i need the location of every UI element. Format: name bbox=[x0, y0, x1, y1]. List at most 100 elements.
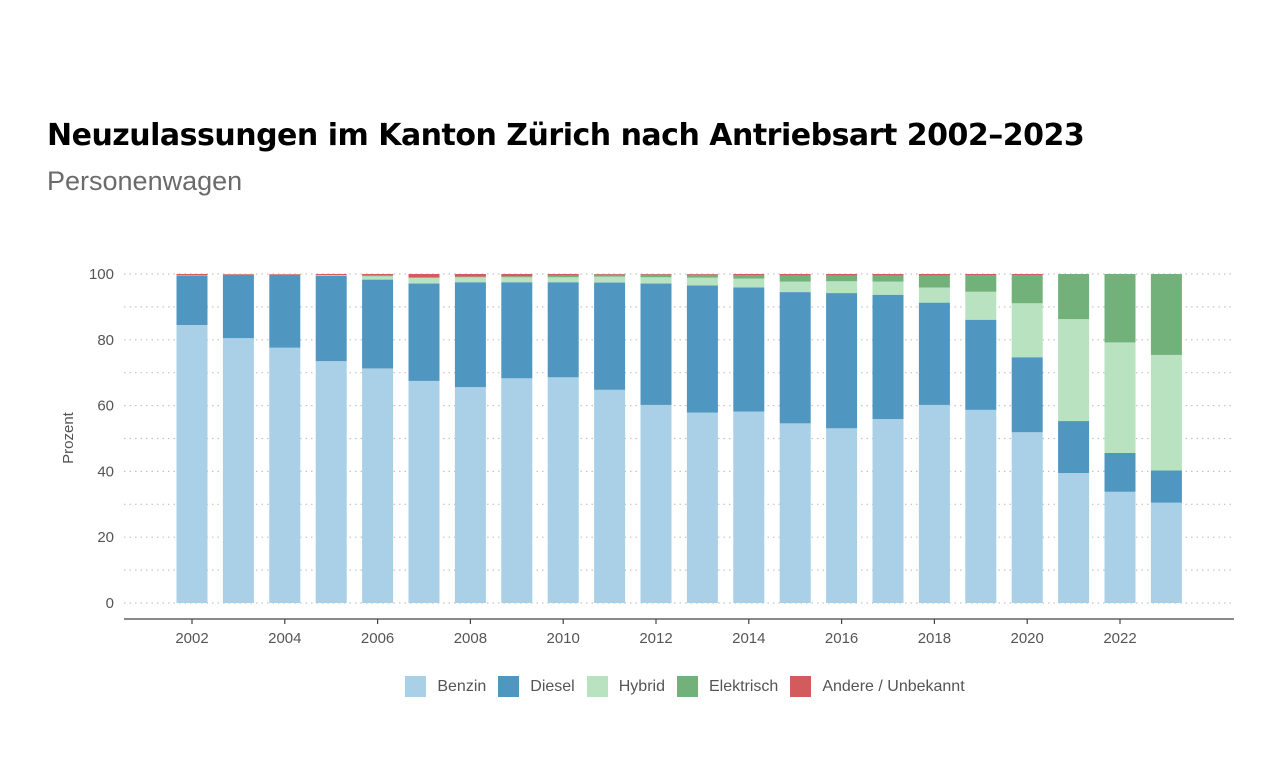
bar-segment-diesel-2007 bbox=[408, 283, 440, 381]
bar-segment-diesel-2014 bbox=[733, 287, 765, 412]
bar-segment-benzin-2022 bbox=[1104, 491, 1136, 603]
bar-segment-andere-unbekannt-2012 bbox=[640, 274, 672, 275]
gridlines bbox=[124, 273, 1234, 604]
bar-segment-benzin-2013 bbox=[686, 412, 718, 603]
bar-segment-diesel-2005 bbox=[315, 275, 347, 362]
bar-segment-benzin-2015 bbox=[779, 423, 811, 603]
bar-segment-elektrisch-2021 bbox=[1058, 274, 1090, 320]
bar-segment-andere-unbekannt-2006 bbox=[362, 274, 394, 276]
bar-segment-benzin-2002 bbox=[176, 324, 208, 603]
bar-segment-diesel-2008 bbox=[454, 282, 486, 388]
bar-segment-elektrisch-2017 bbox=[872, 275, 904, 282]
bar-segment-benzin-2008 bbox=[454, 387, 486, 603]
bar-segment-elektrisch-2012 bbox=[640, 274, 672, 278]
legend-item-diesel: Diesel bbox=[498, 676, 575, 697]
bar-segment-elektrisch-2011 bbox=[594, 274, 626, 277]
bar-segment-elektrisch-2022 bbox=[1104, 274, 1136, 343]
bar-segment-hybrid-2009 bbox=[501, 277, 533, 283]
bar-segment-andere-unbekannt-2002 bbox=[176, 274, 208, 276]
y-tick-label: 20 bbox=[97, 529, 114, 546]
bar-segment-diesel-2009 bbox=[501, 282, 533, 379]
bars bbox=[176, 274, 1182, 603]
bar-segment-andere-unbekannt-2014 bbox=[733, 274, 765, 275]
chart-subtitle: Personenwagen bbox=[47, 166, 243, 196]
bar-segment-elektrisch-2014 bbox=[733, 274, 765, 279]
legend-label: Benzin bbox=[437, 677, 487, 695]
bar-segment-benzin-2012 bbox=[640, 404, 672, 603]
x-tick-label: 2004 bbox=[268, 630, 301, 647]
legend: Benzin Diesel Hybrid Elektrisch Andere / Unb… bbox=[0, 676, 1280, 697]
bar-segment-diesel-2021 bbox=[1058, 421, 1090, 474]
y-tick-label: 100 bbox=[89, 266, 114, 283]
bar-segment-hybrid-2019 bbox=[965, 291, 997, 320]
x-tick-label: 2006 bbox=[361, 630, 394, 647]
y-tick-label: 0 bbox=[106, 595, 114, 612]
bar-segment-hybrid-2008 bbox=[454, 277, 486, 283]
bar-segment-andere-unbekannt-2005 bbox=[315, 274, 347, 275]
legend-item-elektrisch: Elektrisch bbox=[676, 676, 778, 697]
bar-segment-andere-unbekannt-2009 bbox=[501, 274, 533, 277]
bar-segment-benzin-2017 bbox=[872, 419, 904, 603]
bar-segment-diesel-2006 bbox=[362, 279, 394, 369]
bar-segment-benzin-2011 bbox=[594, 389, 626, 603]
bar-segment-elektrisch-2006 bbox=[362, 275, 394, 277]
bar-segment-diesel-2019 bbox=[965, 319, 997, 410]
bar-segment-andere-unbekannt-2010 bbox=[547, 274, 579, 276]
bar-segment-benzin-2023 bbox=[1150, 502, 1182, 603]
bar-segment-diesel-2016 bbox=[826, 293, 858, 429]
bar-segment-benzin-2007 bbox=[408, 380, 440, 603]
bar-segment-andere-unbekannt-2007 bbox=[408, 274, 440, 278]
x-tick-label: 2010 bbox=[547, 630, 580, 647]
bar-segment-diesel-2003 bbox=[222, 274, 254, 339]
bar-segment-andere-unbekannt-2017 bbox=[872, 274, 904, 276]
legend-label: Hybrid bbox=[618, 677, 665, 695]
bar-segment-benzin-2003 bbox=[222, 338, 254, 603]
bar-segment-diesel-2022 bbox=[1104, 452, 1136, 492]
axes: 0 20 40 60 80 100 2002 2004 2006 2008 2010 2012 2014… bbox=[60, 266, 1234, 647]
bar-segment-elektrisch-2019 bbox=[965, 274, 997, 292]
bar-segment-hybrid-2011 bbox=[594, 276, 626, 283]
bar-segment-elektrisch-2009 bbox=[501, 276, 533, 278]
bar-segment-andere-unbekannt-2013 bbox=[686, 274, 718, 275]
bar-segment-diesel-2013 bbox=[686, 285, 718, 413]
y-axis-title: Prozent bbox=[60, 411, 77, 464]
bar-segment-hybrid-2013 bbox=[686, 277, 718, 286]
bar-segment-benzin-2006 bbox=[362, 368, 394, 603]
bar-segment-hybrid-2007 bbox=[408, 277, 440, 284]
chart-title: Neuzulassungen im Kanton Zürich nach Ant… bbox=[47, 118, 1085, 153]
legend-swatch bbox=[405, 676, 427, 697]
bar-segment-benzin-2019 bbox=[965, 409, 997, 603]
y-tick-label: 80 bbox=[97, 332, 114, 349]
legend-swatch bbox=[586, 676, 608, 697]
bar-segment-benzin-2010 bbox=[547, 377, 579, 603]
y-tick-label: 40 bbox=[97, 463, 114, 480]
legend-label: Diesel bbox=[530, 677, 575, 695]
bar-segment-andere-unbekannt-2016 bbox=[826, 274, 858, 276]
legend-item-benzin: Benzin bbox=[405, 676, 486, 697]
bar-segment-andere-unbekannt-2003 bbox=[222, 274, 254, 275]
bar-segment-diesel-2010 bbox=[547, 282, 579, 378]
bar-segment-elektrisch-2020 bbox=[1011, 274, 1043, 304]
bar-segment-benzin-2020 bbox=[1011, 432, 1043, 603]
bar-segment-hybrid-2022 bbox=[1104, 342, 1136, 453]
bar-segment-benzin-2018 bbox=[918, 404, 950, 603]
x-tick-label: 2012 bbox=[639, 630, 672, 647]
bar-segment-hybrid-2012 bbox=[640, 277, 672, 284]
legend-item-hybrid: Hybrid bbox=[586, 676, 665, 697]
bar-segment-hybrid-2017 bbox=[872, 281, 904, 295]
legend-swatch bbox=[498, 676, 520, 697]
legend-label: Andere / Unbekannt bbox=[822, 677, 965, 695]
bar-segment-andere-unbekannt-2020 bbox=[1011, 274, 1043, 275]
bar-segment-diesel-2011 bbox=[594, 282, 626, 390]
bar-segment-diesel-2023 bbox=[1150, 470, 1182, 503]
x-tick-label: 2020 bbox=[1011, 630, 1044, 647]
bar-segment-hybrid-2021 bbox=[1058, 319, 1090, 422]
bar-segment-benzin-2014 bbox=[733, 411, 765, 603]
bar-segment-benzin-2004 bbox=[269, 347, 301, 603]
bar-segment-elektrisch-2008 bbox=[454, 276, 486, 278]
bar-segment-andere-unbekannt-2004 bbox=[269, 274, 301, 275]
bar-segment-elektrisch-2010 bbox=[547, 275, 579, 278]
bar-segment-benzin-2005 bbox=[315, 361, 347, 603]
legend-swatch bbox=[676, 676, 698, 697]
